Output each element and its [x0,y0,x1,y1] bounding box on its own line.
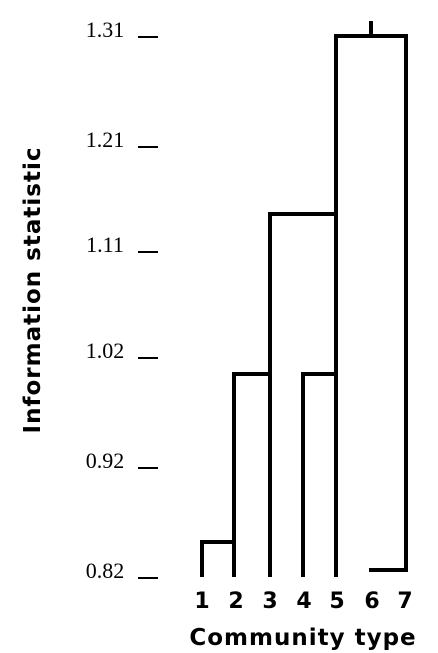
leaf-label: 4 [296,589,311,614]
y-tick-label: 1.02 [86,338,125,363]
leaf-label: 7 [397,589,412,614]
branch-1-2 [200,540,236,577]
branch-4-5 [301,372,338,577]
branch-top [334,34,408,572]
branch-12-3 [232,372,272,577]
y-tick-label: 0.82 [86,558,125,583]
y-tick-label: 0.92 [86,448,125,473]
y-axis-ticks: 0.82 0.92 1.02 1.11 1.21 1.31 [86,17,158,583]
leaf-labels: 1 2 3 4 5 6 7 [194,589,412,614]
x-axis-title: Community type [189,625,416,651]
leaf-label: 1 [194,589,209,614]
y-tick-label: 1.21 [86,127,125,152]
y-tick-label: 1.31 [86,17,125,42]
y-tick-label: 1.11 [86,232,124,257]
branch-123-45 [268,212,338,376]
leaf-label: 5 [329,589,344,614]
leaf-label: 2 [228,589,243,614]
y-axis-title: Information statistic [20,147,46,434]
dendrogram-branches [200,21,408,577]
leaf-label: 6 [364,589,379,614]
leaf-label: 3 [262,589,277,614]
